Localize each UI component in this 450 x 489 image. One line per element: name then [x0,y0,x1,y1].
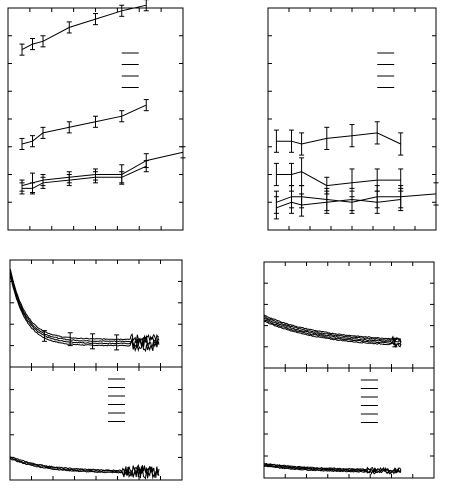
series-line [276,198,401,209]
series-line [276,171,401,187]
panel-bottom-right-lower [263,367,435,479]
series-line [9,271,160,349]
panel-top-left [7,0,186,231]
panel-bottom-right-upper [263,261,435,369]
series-line [9,268,160,345]
series-line [276,193,437,203]
series-line [264,316,402,343]
series-line [264,314,402,341]
series-line [21,4,147,51]
series-line [264,321,402,349]
panel-bottom-left-upper [9,259,183,368]
plot-frame [9,259,183,368]
plot-frame [263,261,435,369]
plot-frame [9,366,183,481]
panel-top-right [267,7,439,231]
panel-bottom-left-lower [9,366,183,481]
series-line [264,317,402,345]
series-line [263,319,402,346]
series-line [21,151,184,187]
series-line [10,457,160,478]
plot-frame [263,367,435,479]
series-line [264,462,402,472]
series-line [276,132,401,145]
series-line [10,456,160,478]
